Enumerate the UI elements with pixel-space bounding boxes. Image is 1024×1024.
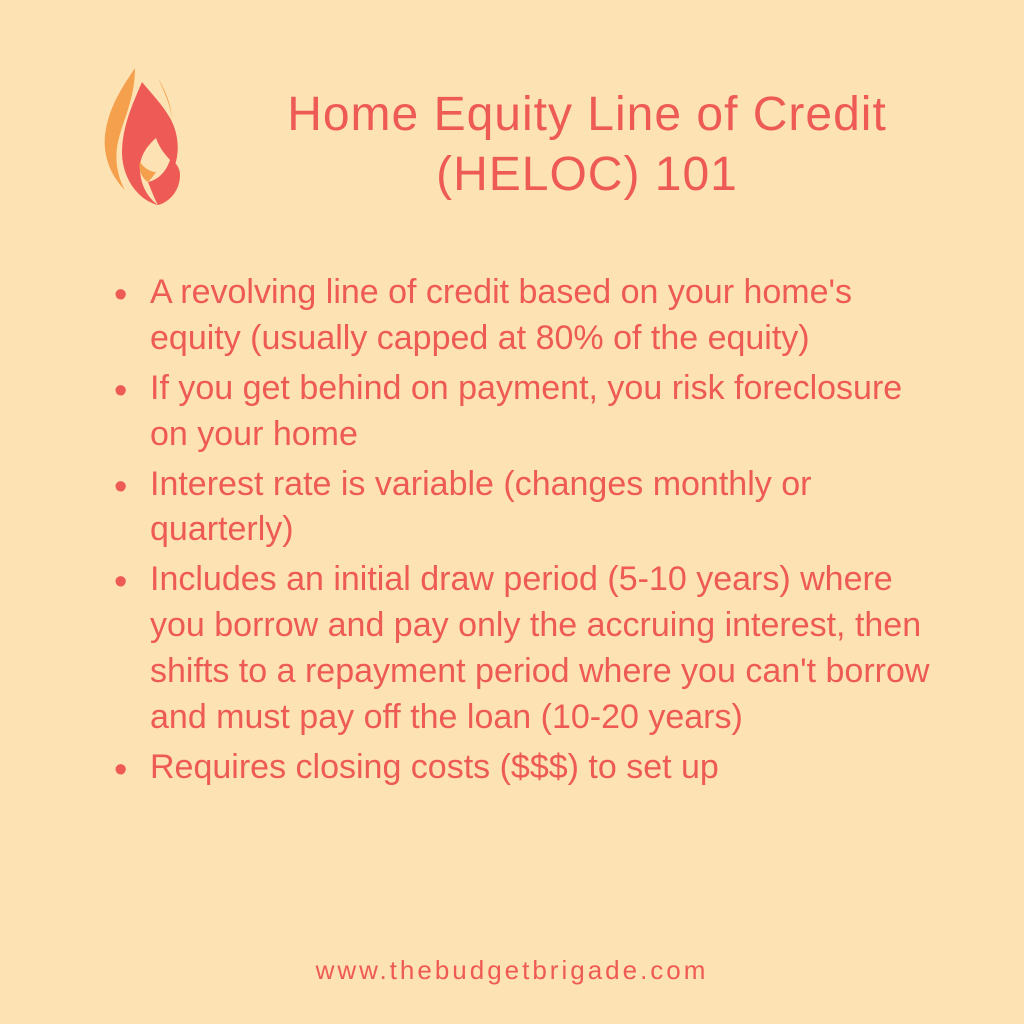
list-item: Includes an initial draw period (5-10 ye… xyxy=(110,557,934,741)
list-item: A revolving line of credit based on your… xyxy=(110,270,934,362)
flame-logo-icon xyxy=(80,60,210,230)
footer-url: www.thebudgetbrigade.com xyxy=(0,955,1024,986)
page-title: Home Equity Line of Credit (HELOC) 101 xyxy=(240,85,954,205)
list-item: Requires closing costs ($$$) to set up xyxy=(110,745,934,791)
header: Home Equity Line of Credit (HELOC) 101 xyxy=(0,0,1024,260)
list-item: Interest rate is variable (changes month… xyxy=(110,462,934,554)
list-item: If you get behind on payment, you risk f… xyxy=(110,366,934,458)
bullet-list: A revolving line of credit based on your… xyxy=(0,260,1024,791)
